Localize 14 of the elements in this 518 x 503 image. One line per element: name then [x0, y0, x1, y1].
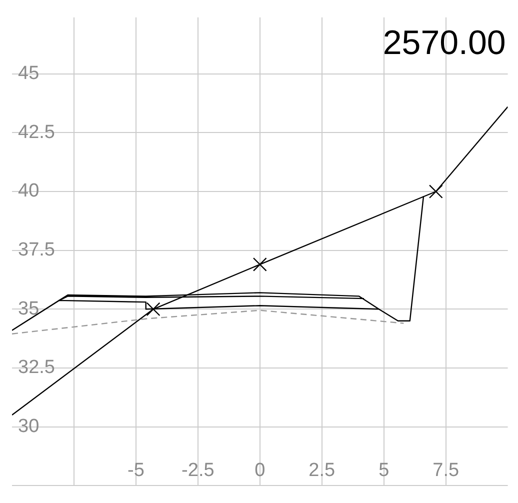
x-tick-label: -2.5 [182, 460, 214, 482]
chart-title: 2570.00 [382, 24, 506, 62]
y-tick-label: 37.5 [18, 240, 55, 261]
x-tick-label: -5 [127, 460, 144, 482]
y-tick-label: 40 [18, 180, 40, 202]
y-tick-label: 45 [18, 63, 40, 84]
y-tick-label: 32.5 [18, 357, 55, 378]
x-tick-label: 7.5 [432, 460, 460, 482]
x-tick-label: 2.5 [308, 460, 336, 482]
x-tick-label: 0 [254, 460, 266, 482]
x-tick-label: 5 [378, 460, 390, 482]
y-tick-label: 30 [18, 416, 40, 438]
y-tick-label: 35 [18, 298, 40, 320]
y-tick-label: 42.5 [18, 122, 55, 143]
